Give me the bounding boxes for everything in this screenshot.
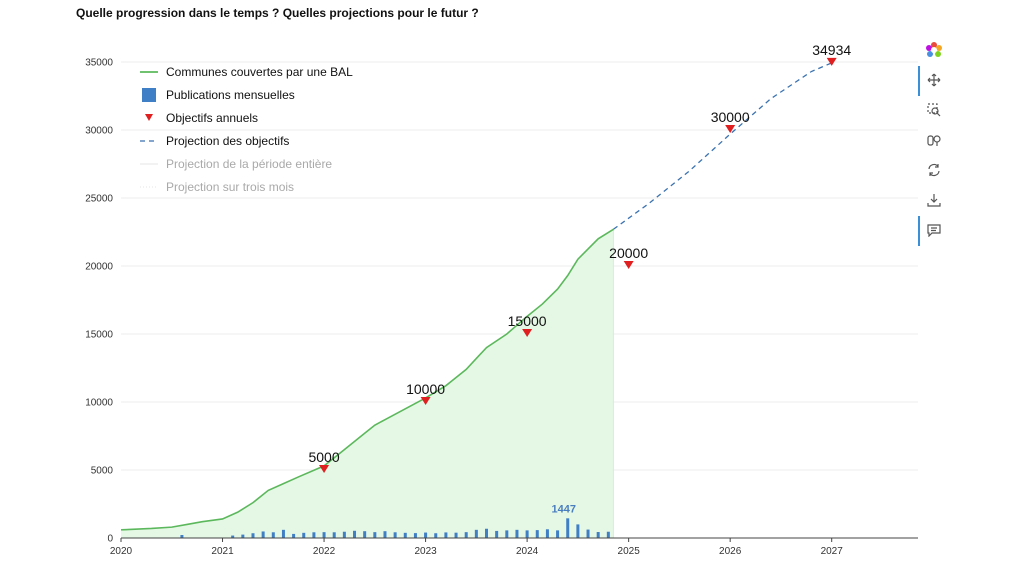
logo-icon[interactable] (924, 40, 944, 60)
x-tick-label: 2020 (110, 546, 133, 557)
monthly-publication-bar (353, 530, 357, 538)
monthly-publication-bar (485, 528, 489, 538)
markers: 5000 10000 15000 20000 30000 34934 (308, 42, 851, 473)
y-tick-label: 20000 (85, 262, 113, 273)
monthly-publication-bar (413, 533, 417, 538)
bars: 1447 (180, 503, 610, 538)
monthly-publication-bar (606, 531, 610, 538)
toolbar-indicator-bottom (918, 216, 920, 246)
monthly-publication-bar (474, 529, 478, 538)
objectives-projection-line (613, 62, 832, 230)
legend[interactable]: Communes couvertes par une BAL Publicatio… (140, 65, 353, 194)
lines (120, 62, 832, 531)
legend-item-label: Projection sur trois mois (166, 180, 294, 194)
objective-label: 10000 (406, 381, 445, 397)
monthly-publication-bar (322, 532, 326, 538)
comment-icon[interactable] (924, 220, 944, 240)
pan-icon[interactable] (924, 70, 944, 90)
legend-swatch-marker (145, 114, 153, 121)
legend-item-label: Projection des objectifs (166, 134, 289, 148)
monthly-publication-bar (251, 533, 255, 538)
y-tick-label: 0 (107, 534, 113, 545)
legend-item-label: Communes couvertes par une BAL (166, 65, 353, 79)
objective-marker (522, 329, 533, 337)
monthly-publication-bar (302, 532, 306, 538)
y-tick-label: 35000 (85, 58, 113, 69)
monthly-publication-bar (241, 534, 245, 538)
compare-icon[interactable] (924, 130, 944, 150)
reset-icon[interactable] (924, 160, 944, 180)
monthly-publication-bar (342, 531, 346, 538)
toolbar-indicator-top (918, 66, 920, 96)
monthly-publication-bar (434, 533, 438, 538)
monthly-publication-bar (464, 532, 468, 538)
monthly-publication-bar (231, 535, 235, 538)
monthly-publication-bar (454, 532, 458, 538)
legend-item-label: Projection de la période entière (166, 157, 332, 171)
x-tick-label: 2025 (618, 546, 641, 557)
monthly-publication-bar (596, 532, 600, 538)
monthly-publication-bar (332, 532, 336, 538)
monthly-publication-bar (403, 532, 407, 538)
monthly-publication-bar (363, 531, 367, 538)
objective-label: 30000 (711, 109, 750, 125)
legend-item-label: Objectifs annuels (166, 111, 258, 125)
objective-marker (826, 57, 837, 66)
monthly-publication-bar (515, 529, 519, 538)
monthly-publication-bar (535, 530, 539, 538)
monthly-publication-bar (292, 533, 296, 538)
monthly-publication-bar (393, 532, 397, 538)
axes: 0 5000 10000 15000 20000 25000 30000 35000 2020 2… (85, 58, 918, 557)
zoom-icon[interactable] (924, 100, 944, 120)
page-title: Quelle progression dans le temps ? Quell… (76, 6, 479, 20)
monthly-publication-bar (373, 532, 377, 538)
monthly-publication-bar (261, 531, 265, 538)
monthly-publication-bar (586, 529, 590, 538)
y-tick-label: 25000 (85, 194, 113, 205)
objective-label: 34934 (812, 42, 851, 58)
monthly-publication-bar (495, 530, 499, 538)
y-tick-label: 30000 (85, 126, 113, 137)
x-tick-label: 2022 (313, 546, 336, 557)
objective-label: 5000 (308, 449, 339, 465)
bar-peak-label: 1447 (551, 503, 575, 515)
monthly-publication-bar (556, 530, 560, 538)
legend-swatch-bar (142, 88, 156, 102)
area-layer (121, 229, 614, 538)
monthly-publication-bar (424, 532, 428, 538)
monthly-publication-bar (566, 518, 570, 538)
objective-label: 20000 (609, 245, 648, 261)
monthly-publication-bar (576, 524, 580, 538)
monthly-publication-bar (312, 532, 316, 538)
chart-toolbar (918, 36, 950, 256)
y-tick-label: 10000 (85, 398, 113, 409)
x-tick-label: 2024 (516, 546, 539, 557)
objective-marker (420, 397, 431, 405)
communes-area (121, 229, 614, 538)
objective-label: 15000 (508, 313, 547, 329)
y-tick-label: 5000 (91, 466, 114, 477)
objective-marker (725, 125, 736, 133)
objective-marker (319, 465, 330, 473)
monthly-publication-bar (444, 532, 448, 538)
monthly-publication-bar (525, 530, 529, 538)
monthly-publication-bar (281, 529, 285, 538)
x-tick-label: 2027 (821, 546, 844, 557)
monthly-publication-bar (545, 529, 549, 538)
x-tick-label: 2021 (211, 546, 234, 557)
objective-marker (623, 261, 634, 269)
y-tick-label: 15000 (85, 330, 113, 341)
monthly-publication-bar (505, 530, 509, 538)
communes-line (120, 228, 614, 531)
x-tick-label: 2023 (414, 546, 437, 557)
download-icon[interactable] (924, 190, 944, 210)
monthly-publication-bar (271, 532, 275, 538)
legend-item-label: Publications mensuelles (166, 88, 295, 102)
monthly-publication-bar (180, 535, 184, 538)
x-tick-label: 2026 (719, 546, 742, 557)
monthly-publication-bar (383, 531, 387, 538)
